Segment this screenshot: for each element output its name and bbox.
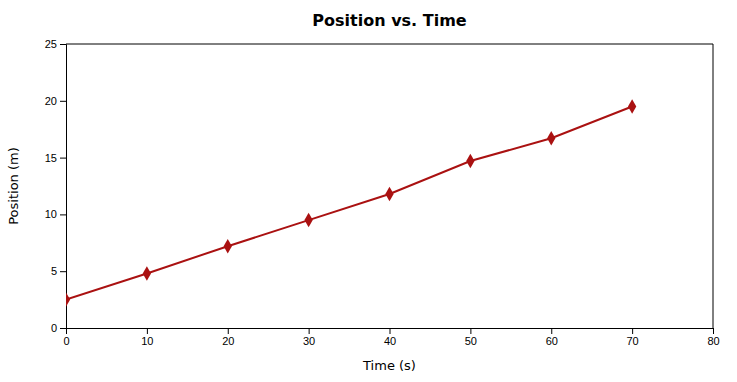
- tick: 80: [707, 328, 719, 347]
- tick-mark: [228, 328, 229, 334]
- tick-label: 50: [465, 335, 477, 347]
- tick: 20: [45, 95, 66, 107]
- title: Position vs. Time: [312, 11, 466, 30]
- tick-mark: [470, 328, 471, 334]
- tick: 5: [51, 265, 66, 277]
- frame: [66, 44, 713, 45]
- marks: [66, 99, 636, 307]
- tick-mark: [60, 214, 66, 215]
- x-axis-title: Time (s): [362, 358, 416, 373]
- tick: 50: [465, 328, 477, 347]
- tick-label: 0: [51, 322, 57, 334]
- tick-mark: [60, 328, 66, 329]
- tick-mark: [551, 328, 552, 334]
- tick: 40: [384, 328, 396, 347]
- tick: 60: [546, 328, 558, 347]
- tick-mark: [60, 271, 66, 272]
- point: [547, 131, 555, 145]
- point: [224, 239, 232, 253]
- tick-label: 80: [707, 335, 719, 347]
- tick-label: 70: [627, 335, 639, 347]
- tick-label: 40: [384, 335, 396, 347]
- point: [628, 99, 636, 113]
- tick-mark: [60, 44, 66, 45]
- tick-label: 20: [45, 95, 57, 107]
- frame: [713, 44, 714, 328]
- point: [304, 213, 312, 227]
- tick-label: 5: [51, 265, 57, 277]
- tick-label: 0: [63, 335, 69, 347]
- tick: 0: [63, 328, 69, 347]
- point: [466, 154, 474, 168]
- tick-label: 60: [546, 335, 558, 347]
- tick-mark: [60, 158, 66, 159]
- line: [66, 106, 632, 299]
- chart: 0 10 20 30 40 50 60 70 80 0 5 10 15 20 25 Position vs. …: [0, 0, 737, 382]
- tick: 20: [222, 328, 234, 347]
- tick-label: 15: [45, 152, 57, 164]
- axis-line: [60, 45, 67, 329]
- tick-mark: [60, 101, 66, 102]
- tick-label: 10: [45, 208, 57, 220]
- tick: 15: [45, 152, 66, 164]
- x-axis: 0 10 20 30 40 50 60 70 80: [63, 328, 719, 347]
- tick-label: 20: [222, 335, 234, 347]
- tick: 10: [141, 328, 153, 347]
- tick-mark: [632, 328, 633, 334]
- tick-label: 10: [141, 335, 153, 347]
- tick-label: 30: [303, 335, 315, 347]
- point: [66, 292, 70, 306]
- y-axis: 0 5 10 15 20 25: [45, 38, 67, 334]
- tick-mark: [713, 328, 714, 334]
- y-axis-title: Position (m): [6, 147, 21, 225]
- plot: 0 10 20 30 40 50 60 70 80 0 5 10 15 20 25: [45, 38, 720, 347]
- tick-mark: [147, 328, 148, 334]
- tick: 10: [45, 208, 66, 220]
- tick: 0: [51, 322, 66, 334]
- tick-label: 25: [45, 38, 57, 50]
- axis-line: [67, 329, 714, 335]
- point: [385, 187, 393, 201]
- tick: 70: [627, 328, 639, 347]
- tick: 25: [45, 38, 66, 50]
- tick: 30: [303, 328, 315, 347]
- tick-mark: [309, 328, 310, 334]
- tick-mark: [390, 328, 391, 334]
- point: [143, 266, 151, 280]
